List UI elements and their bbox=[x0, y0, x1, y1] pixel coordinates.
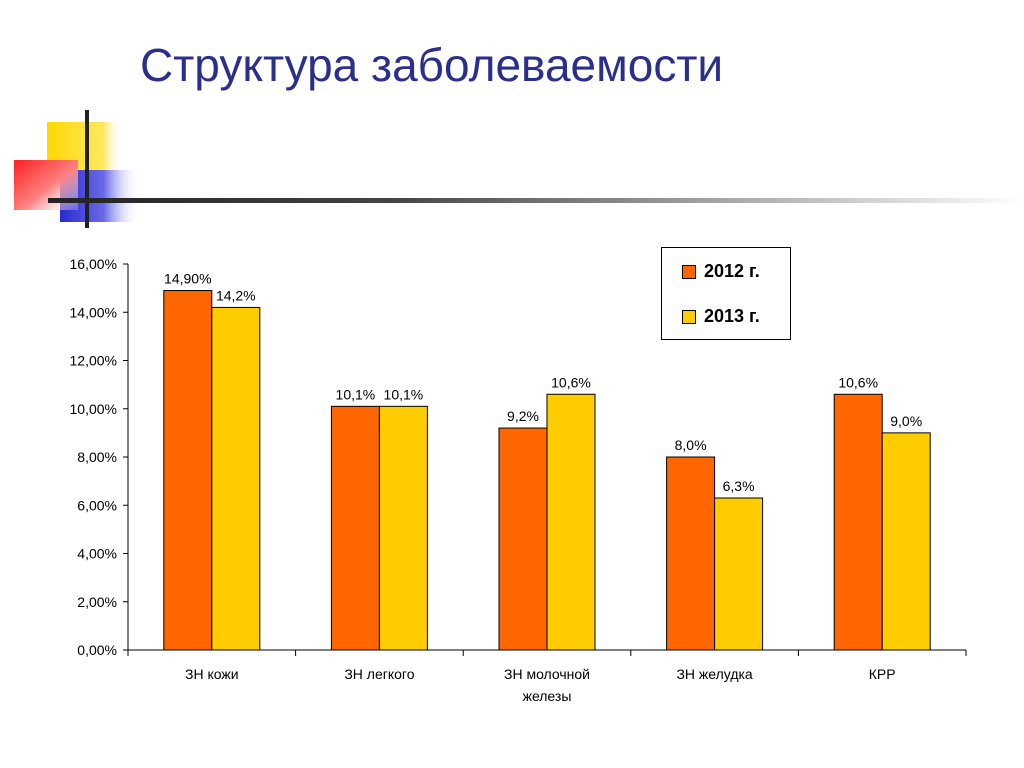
y-tick-label: 6,00% bbox=[77, 497, 117, 513]
x-category-label-line: КРР bbox=[869, 666, 896, 682]
legend-swatch-2013 bbox=[682, 309, 696, 324]
x-category-label: ЗН молочной железы bbox=[504, 666, 590, 704]
bar-2012 bbox=[666, 456, 716, 651]
slide-title: Структура заболеваемости bbox=[140, 39, 724, 91]
legend-label-2012: 2012 г. bbox=[704, 261, 760, 281]
data-label: 9,0% bbox=[890, 413, 922, 429]
x-category-label-line: ЗН молочной bbox=[504, 666, 590, 682]
y-tick-label: 2,00% bbox=[77, 594, 117, 610]
bar-2012 bbox=[163, 290, 213, 651]
data-label: 10,6% bbox=[838, 374, 878, 390]
y-tick-label: 4,00% bbox=[77, 546, 117, 562]
data-label: 14,90% bbox=[164, 271, 211, 287]
data-label: 6,3% bbox=[723, 478, 755, 494]
y-tick-label: 14,00% bbox=[70, 304, 117, 320]
x-category-label: ЗН легкого bbox=[344, 666, 414, 682]
legend-item-2012: 2012 г. bbox=[682, 261, 760, 282]
bar-2013 bbox=[546, 393, 596, 651]
deco-vertical-line bbox=[85, 110, 89, 228]
chart-legend: 2012 г. 2013 г. bbox=[661, 247, 791, 340]
data-label: 10,6% bbox=[551, 374, 591, 390]
bar-2013 bbox=[378, 405, 428, 651]
bar-chart: 0,00% 2,00% 4,00% 6,00% 8,00% 10,00% 12,00% 14,… bbox=[70, 256, 967, 704]
y-tick-label: 0,00% bbox=[77, 642, 117, 658]
bar-2013 bbox=[211, 306, 261, 651]
data-label: 10,1% bbox=[384, 386, 424, 402]
y-tick-label: 10,00% bbox=[70, 401, 117, 417]
x-category-label: КРР bbox=[869, 666, 896, 682]
decorative-graphic bbox=[14, 110, 1024, 228]
bar-2013 bbox=[714, 497, 764, 651]
bar-2012 bbox=[833, 393, 883, 651]
y-tick-label: 12,00% bbox=[70, 353, 117, 369]
bar-2013 bbox=[881, 432, 931, 651]
legend-swatch-2012 bbox=[682, 264, 696, 279]
x-category-label-line: ЗН легкого bbox=[344, 666, 414, 682]
data-label: 8,0% bbox=[675, 437, 707, 453]
data-label: 14,2% bbox=[216, 287, 256, 303]
x-category-label-line: ЗН желудка bbox=[676, 666, 752, 682]
legend-label-2013: 2013 г. bbox=[704, 306, 760, 326]
data-label: 9,2% bbox=[507, 408, 539, 424]
y-tick-label: 16,00% bbox=[70, 256, 117, 272]
legend-item-2013: 2013 г. bbox=[682, 306, 760, 327]
x-category-label: ЗН кожи bbox=[185, 666, 239, 682]
x-category-label: ЗН желудка bbox=[676, 666, 752, 682]
y-tick-label: 8,00% bbox=[77, 449, 117, 465]
bar-2012 bbox=[498, 427, 548, 651]
deco-horizontal-line bbox=[48, 198, 1024, 203]
bar-2012 bbox=[330, 405, 380, 651]
data-label: 10,1% bbox=[336, 386, 376, 402]
x-category-label-line: ЗН кожи bbox=[185, 666, 239, 682]
x-category-label-line: железы bbox=[523, 688, 572, 704]
